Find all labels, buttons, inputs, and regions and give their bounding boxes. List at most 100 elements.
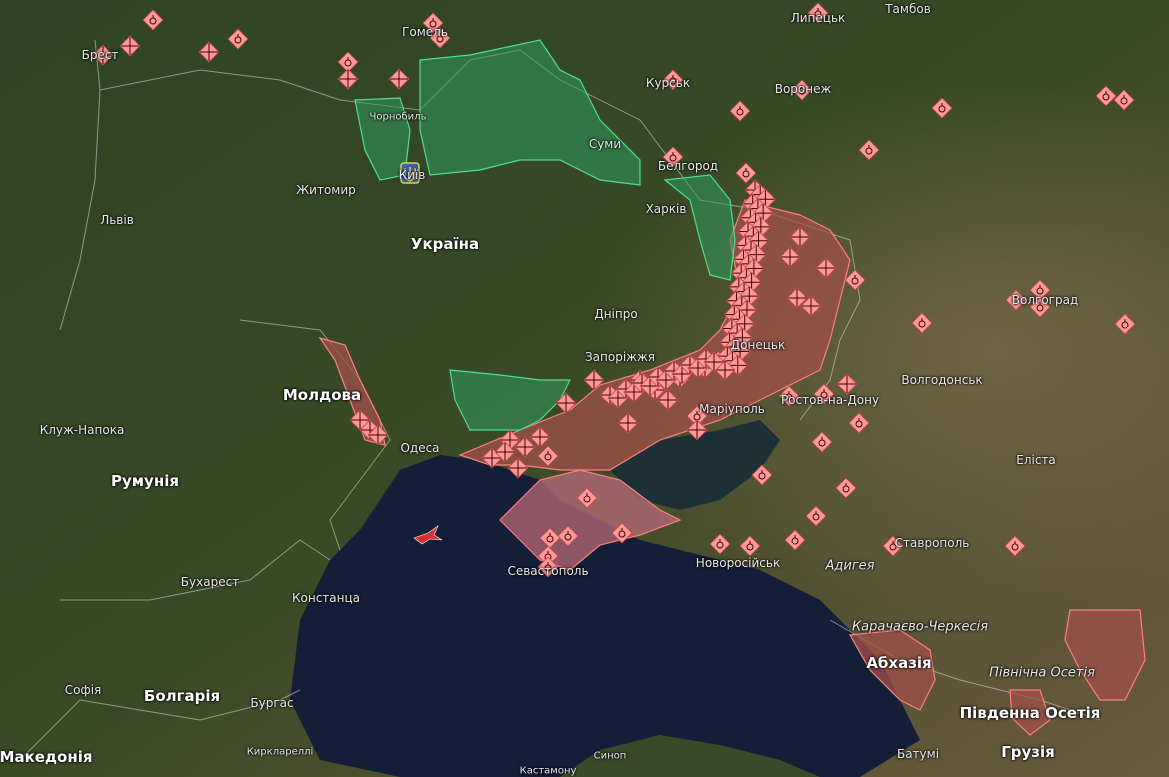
place-label-belgorod: Белгород (657, 159, 719, 173)
place-label-sevastopol: Севастополь (507, 564, 589, 578)
explosion-icon[interactable] (729, 100, 751, 122)
explosion-icon[interactable] (1114, 313, 1136, 335)
explosion-icon[interactable] (784, 529, 806, 551)
explosion-icon[interactable] (686, 405, 708, 427)
artillery-grid-icon[interactable] (349, 409, 371, 431)
artillery-grid-icon[interactable] (686, 419, 708, 441)
place-label-cluj: Клуж-Напока (39, 423, 125, 437)
sea-of-azov (610, 420, 780, 510)
explosion-icon[interactable] (337, 51, 359, 73)
explosion-icon[interactable] (576, 487, 598, 509)
artillery-grid-icon[interactable] (583, 369, 605, 391)
artillery-grid-icon[interactable] (337, 68, 359, 90)
place-label-sinop: Синоп (593, 750, 627, 762)
artillery-grid-icon[interactable] (514, 436, 536, 458)
place-label-moldova: Молдова (282, 386, 362, 404)
explosion-icon[interactable] (778, 385, 800, 407)
explosion-icon[interactable] (1113, 89, 1135, 111)
artillery-grid-icon[interactable] (779, 246, 801, 268)
explosion-icon[interactable] (662, 146, 684, 168)
place-label-odesa: Одеса (400, 441, 440, 455)
place-label-voronezh: Воронеж (774, 82, 832, 96)
place-label-ukraine: Україна (410, 235, 480, 253)
artillery-grid-icon[interactable] (92, 44, 114, 66)
place-label-lviv: Львів (100, 213, 134, 227)
explosion-icon[interactable] (537, 445, 559, 467)
artillery-grid-icon[interactable] (119, 35, 141, 57)
explosion-icon[interactable] (807, 2, 829, 24)
artillery-grid-icon[interactable] (367, 424, 389, 446)
explosion-icon[interactable] (735, 162, 757, 184)
borders (19, 39, 1101, 761)
artillery-grid-icon[interactable] (494, 441, 516, 463)
artillery-grid-icon[interactable] (836, 373, 858, 395)
artillery-grid-icon[interactable] (703, 351, 725, 373)
place-label-adygea: Адигея (825, 558, 875, 574)
explosion-icon[interactable] (429, 27, 451, 49)
explosion-icon[interactable] (539, 527, 561, 549)
place-label-donetsk: Донецьк (730, 338, 786, 352)
artillery-grid-icon[interactable] (800, 295, 822, 317)
explosion-icon[interactable] (791, 79, 813, 101)
place-label-kchr: Карачаєво-Черкесія (851, 619, 989, 635)
explosion-icon[interactable] (1029, 279, 1051, 301)
place-label-constanta: Констанца (291, 591, 361, 605)
explosion-icon[interactable] (835, 477, 857, 499)
explosion-icon[interactable] (844, 269, 866, 291)
explosion-icon[interactable] (537, 545, 559, 567)
artillery-grid-icon[interactable] (198, 41, 220, 63)
artillery-grid-icon[interactable] (555, 392, 577, 414)
event-markers (92, 2, 1136, 578)
explosion-icon[interactable] (537, 556, 559, 578)
artillery-grid-icon[interactable] (657, 389, 679, 411)
explosion-icon[interactable] (1029, 296, 1051, 318)
explosion-icon[interactable] (811, 431, 833, 453)
explosion-icon[interactable] (882, 535, 904, 557)
place-label-romania: Румунія (111, 472, 179, 490)
place-label-abkhazia: Абхазія (866, 654, 932, 672)
explosion-icon[interactable] (858, 139, 880, 161)
place-label-brest: Брест (81, 48, 119, 62)
explosion-icon[interactable] (142, 9, 164, 31)
explosion-icon[interactable] (422, 12, 444, 34)
artillery-grid-icon[interactable] (617, 412, 639, 434)
place-label-kastamonu: Кастамону (519, 765, 577, 777)
place-label-gomel: Гомель (402, 25, 448, 39)
explosion-icon[interactable] (709, 533, 731, 555)
explosion-icon[interactable] (751, 464, 773, 486)
place-label-rostov: Ростов-на-Дону (780, 393, 880, 407)
place-label-novorossiysk: Новоросійськ (695, 556, 781, 570)
explosion-icon[interactable] (227, 28, 249, 50)
explosion-icon[interactable] (739, 535, 761, 557)
place-label-chornobyl: Чорнобиль (369, 111, 427, 123)
artillery-grid-icon[interactable] (789, 226, 811, 248)
explosion-icon[interactable] (813, 383, 835, 405)
artillery-grid-icon[interactable] (529, 426, 551, 448)
explosion-icon[interactable] (662, 69, 684, 91)
artillery-grid-icon[interactable] (786, 287, 808, 309)
black-sea (290, 455, 920, 777)
artillery-grid-icon[interactable] (388, 68, 410, 90)
explosion-icon[interactable] (848, 412, 870, 434)
place-label-kirklareli: Кирклареллі (246, 746, 314, 758)
artillery-grid-icon[interactable] (507, 457, 529, 479)
place-label-kyiv: Київ (398, 168, 426, 182)
aircraft-icon[interactable] (413, 525, 443, 545)
explosion-icon[interactable] (611, 522, 633, 544)
place-label-stavropol: Ставрополь (894, 536, 970, 550)
explosion-icon[interactable] (557, 525, 579, 547)
explosion-icon[interactable] (1005, 289, 1027, 311)
place-label-sumy: Суми (588, 137, 622, 151)
ukraine-coat-of-arms-icon[interactable] (400, 162, 420, 184)
explosion-icon[interactable] (911, 312, 933, 334)
turkey-coast (560, 735, 820, 777)
explosion-icon[interactable] (805, 505, 827, 527)
place-label-bulgaria: Болгарія (143, 687, 221, 705)
explosion-icon[interactable] (1095, 85, 1117, 107)
explosion-icon[interactable] (1004, 535, 1026, 557)
artillery-grid-icon[interactable] (815, 257, 837, 279)
explosion-icon[interactable] (931, 97, 953, 119)
place-label-sofia: Софія (64, 683, 102, 697)
